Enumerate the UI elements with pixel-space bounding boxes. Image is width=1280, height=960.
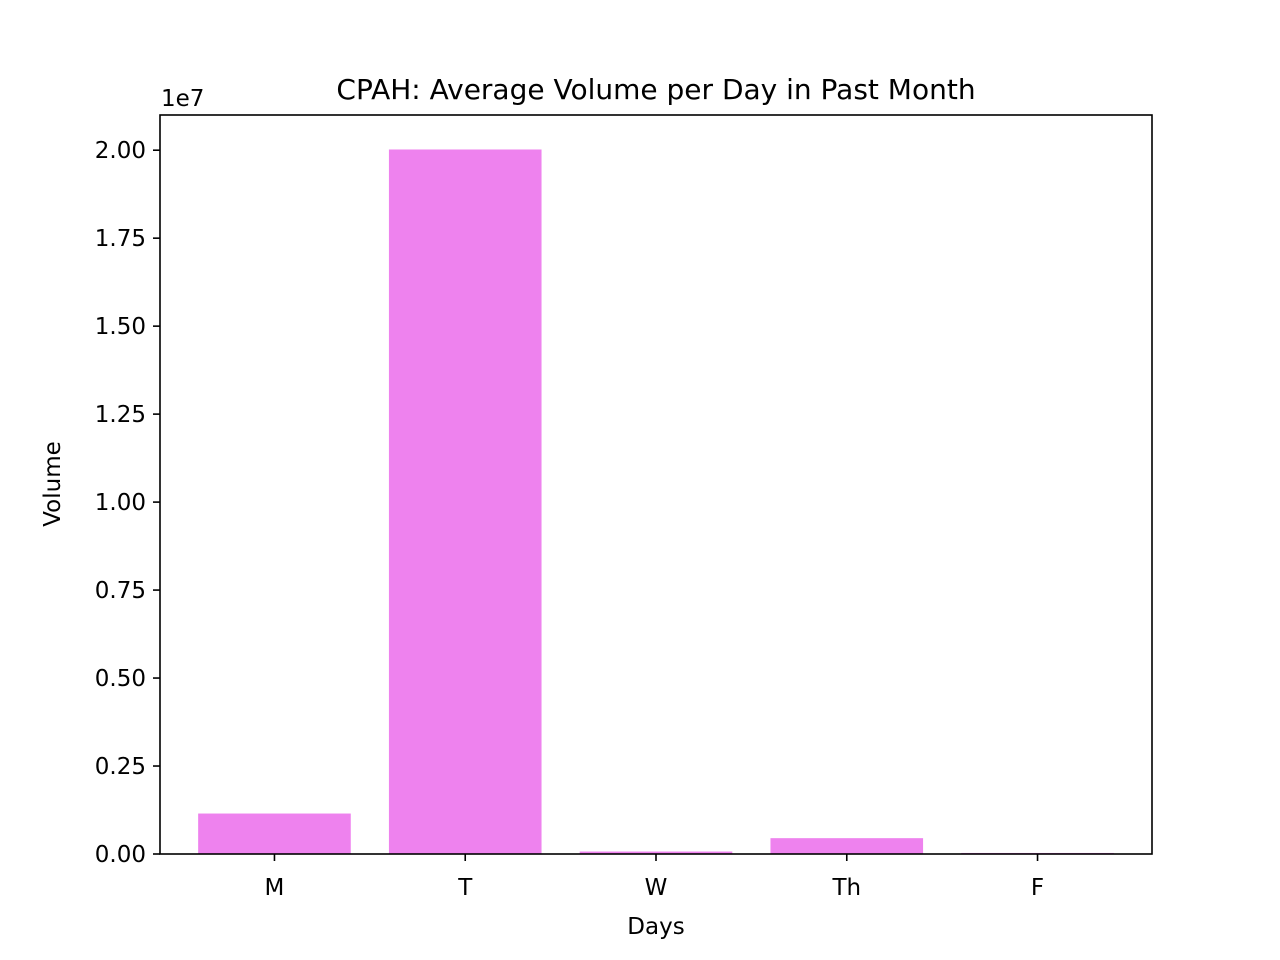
bars-group <box>198 149 1114 854</box>
x-tick-label: Th <box>831 875 861 901</box>
y-axis-label: Volume <box>40 441 66 527</box>
x-tick-label: T <box>457 875 473 901</box>
chart-title: CPAH: Average Volume per Day in Past Mon… <box>336 73 975 106</box>
x-tick-label: F <box>1031 875 1044 901</box>
y-tick-label: 1.25 <box>95 402 146 428</box>
bar-th <box>770 838 924 854</box>
x-axis-label: Days <box>627 914 684 940</box>
bar-m <box>198 813 351 854</box>
y-axis-ticks: 0.00 0.25 0.50 0.75 1.00 1.25 1.50 1.75 2.00 <box>95 138 160 868</box>
y-tick-label: 0.50 <box>95 666 146 692</box>
x-axis-ticks: M T W Th F <box>265 854 1044 901</box>
x-tick-label: W <box>645 875 668 901</box>
y-axis-offset-label: 1e7 <box>161 86 204 112</box>
plot-area-frame <box>159 114 1153 855</box>
bar-w <box>579 851 733 854</box>
y-tick-label: 1.50 <box>95 314 146 340</box>
y-tick-label: 2.00 <box>95 138 146 164</box>
y-tick-label: 1.75 <box>95 226 146 252</box>
y-tick-label: 0.75 <box>95 578 146 604</box>
y-tick-label: 0.00 <box>95 842 146 868</box>
y-tick-label: 0.25 <box>95 754 146 780</box>
x-tick-label: M <box>265 875 285 901</box>
bar-t <box>388 149 542 854</box>
y-tick-label: 1.00 <box>95 490 146 516</box>
